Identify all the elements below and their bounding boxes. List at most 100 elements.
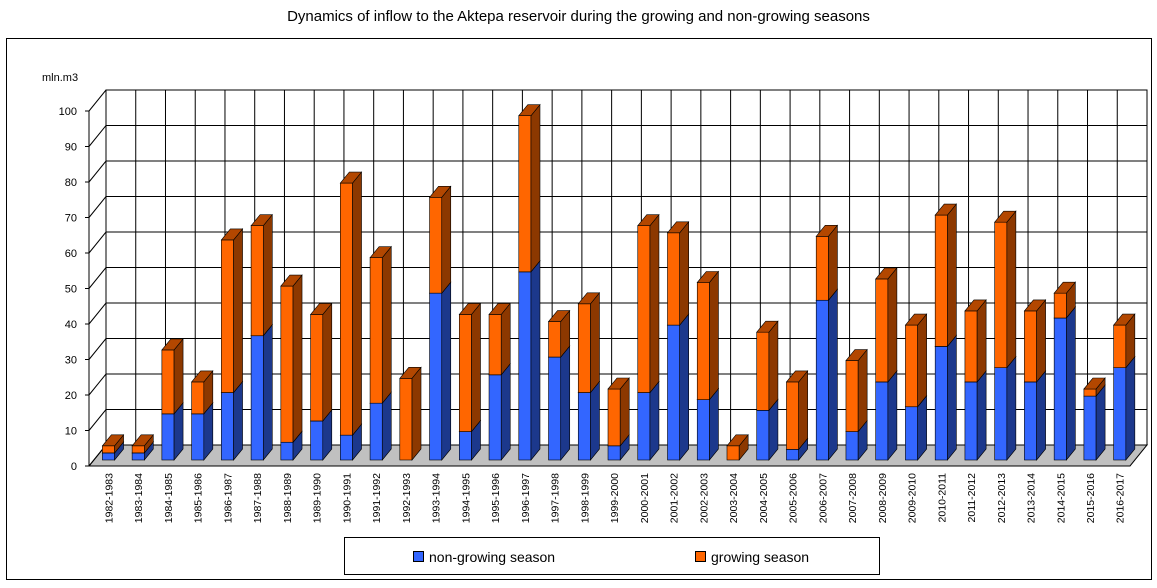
bar-growing-side xyxy=(798,370,808,451)
bar-non-growing-front xyxy=(994,367,1008,461)
bar-growing xyxy=(369,245,392,405)
bar-growing-front xyxy=(250,225,264,337)
bar-non-growing-front xyxy=(934,346,948,461)
bar-non-growing-side xyxy=(947,334,957,461)
bar-growing-side xyxy=(441,185,452,294)
bar-growing-side xyxy=(322,302,333,422)
x-tick-label: 2004-2005 xyxy=(758,473,770,523)
bar-growing xyxy=(577,291,601,394)
chart-title: Dynamics of inflow to the Aktepa reservo… xyxy=(287,8,870,25)
x-tick-label: 2007-2008 xyxy=(847,473,859,523)
y-axis-label: mln.m3 xyxy=(42,72,78,84)
bar-growing-side xyxy=(500,302,511,376)
bar-non-growing-front xyxy=(221,392,234,461)
bar-growing xyxy=(607,377,630,447)
x-tick-label: 2009-2010 xyxy=(907,473,919,523)
bar-growing-top xyxy=(190,370,214,383)
bar-growing-front xyxy=(340,182,353,436)
bar-growing-side xyxy=(709,270,719,401)
x-tick-label: 2013-2014 xyxy=(1026,473,1038,523)
x-tick-label: 2002-2003 xyxy=(698,473,710,523)
bar-growing-front xyxy=(696,282,710,400)
bar-non-growing-side xyxy=(381,391,392,461)
bar-growing xyxy=(309,302,333,422)
y-tick-label: 70 xyxy=(65,213,77,225)
y-tick-label: 10 xyxy=(65,426,77,438)
bar-non-growing xyxy=(934,334,958,461)
bar-growing-top xyxy=(518,104,541,116)
bar-growing-top xyxy=(845,349,868,361)
bar-non-growing-side xyxy=(500,362,511,461)
chart-frame xyxy=(6,38,1152,580)
x-tick-label: 1989-1990 xyxy=(312,473,324,523)
bar-growing-front xyxy=(756,331,770,411)
bar-growing xyxy=(666,220,690,326)
bar-growing-front xyxy=(518,115,532,273)
bar-non-growing xyxy=(488,362,511,461)
bar-growing xyxy=(756,320,779,412)
bar-non-growing xyxy=(577,380,601,461)
bar-non-growing-front xyxy=(667,324,680,461)
legend-item-non-growing: non-growing season xyxy=(413,549,555,565)
bar-growing-side xyxy=(976,299,987,383)
x-tick-label: 2010-2011 xyxy=(936,473,948,523)
bar-growing xyxy=(339,171,363,436)
bar-non-growing-front xyxy=(1083,395,1097,461)
bar-growing xyxy=(934,203,958,348)
bar-growing xyxy=(1053,281,1076,319)
bar-growing-top xyxy=(280,274,303,287)
bar-growing-front xyxy=(1113,324,1127,369)
bar-growing xyxy=(904,313,928,408)
bar-growing-front xyxy=(875,278,889,383)
bar-non-growing-side xyxy=(887,370,898,461)
bar-non-growing xyxy=(220,380,244,461)
bar-growing-top xyxy=(696,271,720,283)
bar-growing-top xyxy=(428,186,452,198)
bar-growing xyxy=(220,228,244,394)
bar-non-growing-side xyxy=(530,260,541,461)
x-tick-label: 1994-1995 xyxy=(460,473,472,523)
bar-growing-side xyxy=(262,213,273,337)
y-tick-label: 40 xyxy=(65,319,77,331)
bar-growing-side xyxy=(381,245,392,405)
bar-growing-front xyxy=(786,381,799,450)
bar-growing-side xyxy=(530,103,541,273)
bar-growing-front xyxy=(399,378,413,461)
bar-growing-side xyxy=(679,220,689,326)
bar-growing-front xyxy=(667,232,680,326)
bar-non-growing-side xyxy=(590,380,600,461)
bar-non-growing-side xyxy=(649,380,660,461)
bar-growing-top xyxy=(577,292,601,305)
bar-non-growing xyxy=(994,355,1017,461)
bar-growing-top xyxy=(488,303,511,315)
x-tick-label: 1992-1993 xyxy=(401,473,413,523)
legend-swatch-growing xyxy=(695,551,706,562)
bar-growing xyxy=(101,433,125,454)
bar-growing xyxy=(696,270,720,401)
bar-growing-side xyxy=(947,203,957,348)
y-tick-label: 60 xyxy=(65,248,77,260)
bar-growing-side xyxy=(1006,210,1017,369)
x-tick-label: 2008-2009 xyxy=(877,473,889,523)
bar-growing xyxy=(250,213,273,337)
bar-growing-front xyxy=(845,360,859,432)
bar-growing xyxy=(488,302,511,376)
bar-growing-top xyxy=(785,370,809,383)
bar-growing-front xyxy=(1083,388,1097,397)
bar-growing-top xyxy=(1053,281,1076,294)
bar-non-growing xyxy=(1053,306,1076,461)
legend-swatch-non-growing xyxy=(413,551,424,562)
x-tick-label: 1984-1985 xyxy=(163,473,175,523)
bar-growing-front xyxy=(934,214,948,347)
bar-growing xyxy=(518,103,541,273)
bar-non-growing-front xyxy=(1053,317,1067,461)
legend-label-growing: growing season xyxy=(711,549,810,565)
bar-growing-front xyxy=(131,445,145,454)
legend-label-non-growing: non-growing season xyxy=(429,549,556,565)
bar-non-growing-side xyxy=(709,387,719,461)
y-tick-label: 90 xyxy=(65,142,77,154)
bar-growing-top xyxy=(250,214,273,226)
bar-growing-side xyxy=(411,366,422,461)
bar-growing-top xyxy=(875,267,898,280)
